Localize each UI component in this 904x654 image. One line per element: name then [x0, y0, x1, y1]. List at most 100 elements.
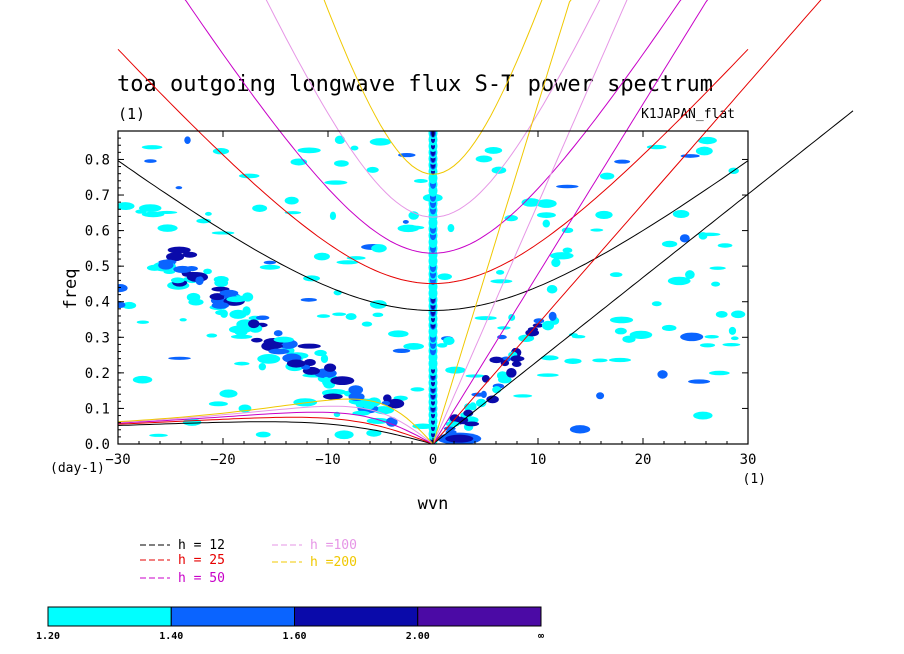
kelvin-curve	[432, 0, 572, 445]
contour-patch	[471, 392, 487, 397]
contour-patch	[297, 147, 321, 154]
contour-patch	[722, 342, 741, 347]
contour-patch	[320, 354, 329, 364]
contour-patch	[506, 368, 517, 378]
y-tick-label: 0.3	[85, 330, 110, 346]
contour-patch	[188, 298, 204, 306]
contour-patch	[518, 334, 535, 343]
contour-patch	[679, 234, 690, 243]
contour-patch	[330, 376, 355, 386]
contour-patch	[443, 336, 455, 346]
contour-patch	[590, 228, 604, 232]
contour-patch	[324, 363, 337, 372]
legend-label: h =100	[310, 538, 357, 553]
contour-patch	[179, 318, 187, 322]
contour-patch	[392, 348, 411, 353]
x-tick-label: −30	[105, 452, 130, 468]
contour-patch	[370, 300, 387, 309]
contour-patch	[437, 343, 448, 348]
legend-label: h = 50	[178, 571, 225, 586]
contour-patch	[622, 335, 636, 343]
legend-label: h =200	[310, 555, 357, 570]
contour-patch	[542, 219, 550, 228]
contour-patch	[215, 309, 228, 316]
rossby-curve	[117, 421, 434, 445]
contour-patch	[657, 370, 668, 379]
contour-patch	[369, 138, 392, 146]
contour-patch	[293, 398, 318, 407]
contour-patch	[141, 211, 165, 218]
contour-patch	[595, 210, 613, 220]
colorbar-label: 2.00	[406, 631, 430, 642]
contour-patch	[698, 232, 721, 237]
contour-patch	[728, 326, 737, 335]
contour-patch	[386, 398, 405, 409]
contour-patch	[402, 220, 409, 224]
contour-patch	[324, 180, 348, 185]
contour-patch	[336, 260, 359, 265]
contour-patch	[540, 355, 559, 361]
contour-patch	[329, 211, 337, 221]
legend-label: h = 12	[178, 538, 225, 553]
rossby-curve	[117, 398, 434, 445]
contour-patch	[346, 256, 366, 260]
inertia-gravity-curve	[265, 0, 601, 218]
x-tick-label: 0	[429, 452, 437, 468]
contour-patch	[234, 361, 250, 366]
contour-patch	[300, 297, 317, 302]
contour-patch	[709, 266, 726, 270]
contour-patch	[238, 173, 260, 179]
y-tick-label: 0.0	[85, 437, 110, 453]
contour-patch	[135, 209, 147, 214]
contour-patch	[219, 389, 238, 398]
contour-patch	[270, 343, 283, 349]
y-tick-label: 0.4	[85, 295, 110, 311]
contour-patch	[730, 336, 739, 341]
contour-patch	[258, 363, 267, 371]
rossby-curve	[117, 411, 434, 445]
contour-patch	[536, 199, 557, 208]
contour-patch	[332, 312, 347, 316]
contour-patch	[599, 172, 615, 180]
contour-patch	[562, 247, 573, 254]
x-tick-label: −20	[210, 452, 235, 468]
inertia-gravity-curve	[117, 48, 749, 285]
contour-patch	[118, 284, 128, 293]
contour-patch	[704, 334, 719, 339]
contour-patch	[661, 324, 677, 332]
contour-patch	[286, 359, 306, 368]
contour-patch	[228, 325, 252, 334]
contour-patch	[136, 320, 150, 324]
contour-patch	[334, 160, 349, 167]
contour-patch	[383, 394, 392, 403]
contour-patch	[230, 334, 253, 339]
contour-patch	[447, 224, 455, 233]
contour-patch	[118, 301, 126, 309]
contour-patch	[548, 311, 557, 321]
contour-patch	[609, 316, 634, 324]
contour-patch	[252, 204, 268, 212]
contour-patch	[149, 433, 168, 437]
contour-patch	[211, 231, 235, 235]
contour-patch	[268, 348, 290, 355]
contour-patch	[403, 225, 425, 230]
kelvin-curve	[432, 0, 709, 445]
contour-patch	[463, 409, 474, 417]
contour-patch	[491, 166, 507, 174]
contour-patch	[614, 159, 631, 164]
contour-patch	[410, 387, 425, 392]
contour-patch	[259, 264, 281, 270]
contour-patch	[592, 358, 608, 363]
y-tick-label: 0.2	[85, 366, 110, 382]
contour-patch	[334, 135, 346, 145]
contour-patch	[464, 403, 472, 411]
curve-legend: h = 12h = 25 h = 50 h =100 h =200	[140, 538, 357, 586]
contour-patch	[323, 388, 347, 396]
y-tick-label: 0.5	[85, 259, 110, 275]
contour-patch	[175, 186, 183, 190]
contour-patch	[168, 356, 191, 360]
contour-patch	[132, 375, 153, 384]
contour-patch	[609, 272, 623, 278]
y-tick-label: 0.7	[85, 188, 110, 204]
